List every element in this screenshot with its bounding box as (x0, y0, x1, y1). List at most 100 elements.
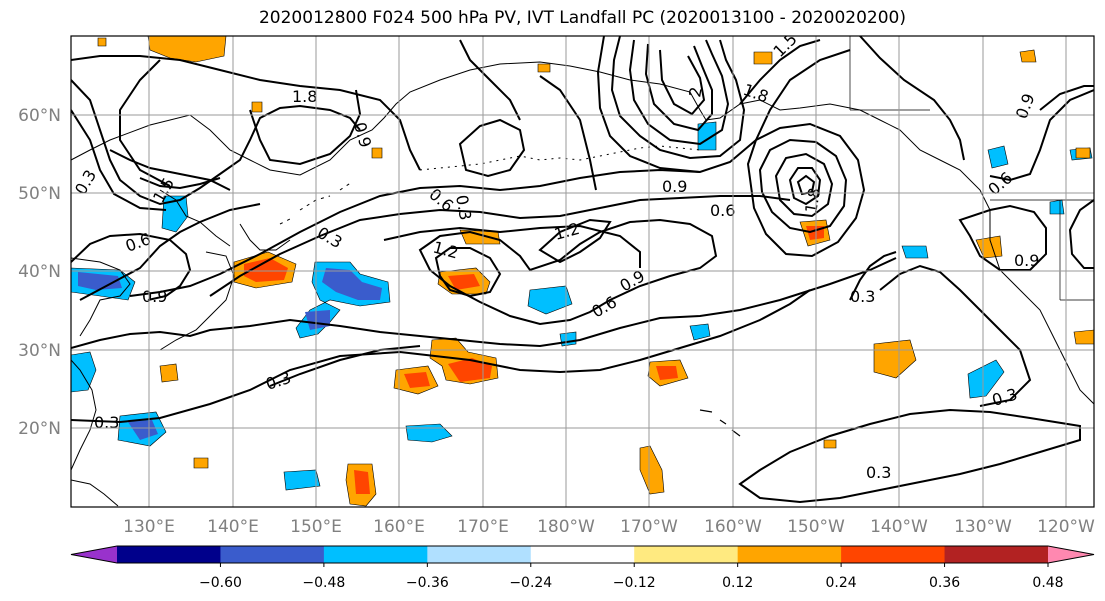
colorbar-segment (530, 546, 635, 563)
coastline (629, 79, 1094, 405)
pv-contours (71, 36, 1094, 504)
coastline (239, 223, 291, 251)
contour-line (739, 39, 821, 105)
coastlines (71, 36, 1094, 507)
graticule (71, 36, 1094, 507)
shade-pos (656, 366, 678, 380)
chart-title: 2020012800 F024 500 hPa PV, IVT Landfall… (258, 8, 906, 28)
colorbar-segment (117, 546, 221, 563)
shade-pos (448, 274, 480, 290)
contour-line (71, 289, 811, 424)
shade-pos (639, 445, 665, 495)
contour-line (459, 39, 521, 121)
contour-label: 0.9 (350, 120, 375, 150)
contour-line (879, 264, 1032, 407)
colorbar-segment (323, 546, 428, 563)
shade-pos (147, 36, 227, 63)
colorbar-segment (220, 546, 325, 563)
shade-pos (193, 457, 209, 469)
colorbar-ticks: −0.60 −0.48 −0.36 −0.24 −0.12 0.12 0.24 0.36 0.4… (199, 563, 1064, 591)
shade-neg (78, 272, 122, 290)
contour-label: 0.3 (850, 287, 875, 306)
contour-label: 0.9 (1012, 91, 1039, 121)
shade-pos (873, 339, 917, 379)
shade-pos (251, 101, 263, 113)
contour-line (434, 247, 502, 298)
contour-line (659, 49, 706, 116)
colorbar-segment (841, 546, 946, 563)
shade-pos (97, 37, 107, 47)
coastline (71, 257, 131, 337)
contour-line (209, 195, 791, 297)
shade-neg (689, 323, 711, 341)
shade-neg (987, 145, 1009, 169)
contour-line (269, 345, 421, 387)
contour-label: 0.3 (94, 413, 119, 432)
colorbar-outline (70, 545, 1095, 564)
coastline (71, 61, 631, 176)
contour-line (71, 109, 167, 211)
colorbar-segment (427, 546, 532, 563)
colorbar-segment (634, 546, 739, 563)
lat-label: 20°N (18, 419, 61, 439)
contour-line (139, 177, 221, 190)
lon-label: 150°W (787, 517, 845, 537)
contour-line (71, 55, 421, 171)
contour-label: 0.3 (452, 193, 475, 221)
map-area: 0.3 0.3 0.3 0.3 0.3 0.3 0.3 0.3 0.6 0.6 … (71, 29, 1094, 507)
contour-line (418, 218, 718, 326)
contour-line (249, 89, 362, 166)
map-frame (70, 35, 1095, 508)
coastline (159, 189, 231, 247)
colorbar-segment (737, 546, 842, 563)
contour-line (71, 257, 897, 349)
contour-line (788, 167, 822, 206)
lat-label: 30°N (18, 341, 61, 361)
shade-pos (159, 363, 179, 383)
colorbar-extend-high (1048, 546, 1094, 563)
lon-label: 140°W (870, 517, 928, 537)
lon-label: 160°W (704, 517, 762, 537)
contour-label: 0.3 (990, 385, 1020, 410)
lon-label: 180°W (537, 517, 595, 537)
colorbar-extend-low (71, 546, 117, 563)
colorbar-tick-label: −0.48 (302, 575, 345, 591)
coastline (71, 359, 97, 471)
lat-label: 40°N (18, 262, 61, 282)
coastline (419, 145, 701, 171)
colorbar-tick-label: −0.24 (509, 575, 552, 591)
contour-label: 0.9 (1014, 251, 1039, 270)
contour-line (129, 168, 701, 297)
contour-label: 1.8 (292, 87, 317, 106)
contour-label: 1.2 (552, 219, 582, 244)
shade-pos (244, 258, 288, 282)
shade-neg (283, 469, 321, 491)
shade-pos (404, 372, 430, 388)
contour-line (958, 204, 1047, 271)
contour-label: 0.3 (866, 463, 891, 482)
lon-label: 170°W (620, 517, 678, 537)
contour-labels: 0.3 0.3 0.3 0.3 0.3 0.3 0.3 0.3 0.6 0.6 … (71, 29, 1039, 482)
shade-pos (1075, 147, 1091, 159)
lon-label: 160°E (373, 517, 425, 537)
contour-label: 1.5 (769, 29, 800, 60)
contour-line (859, 36, 965, 161)
longitude-labels: 130°E 140°E 150°E 160°E 170°E 180°W 170°W 160°W… (123, 517, 1095, 537)
shade-neg (161, 195, 189, 233)
colorbar-tick-label: −0.12 (613, 575, 656, 591)
lon-label: 130°E (123, 517, 175, 537)
lon-label: 150°E (290, 517, 342, 537)
contour-line (989, 89, 1094, 182)
shade-pos (537, 63, 551, 73)
contour-line (746, 122, 866, 258)
contour-line (849, 251, 897, 301)
contour-line (1068, 199, 1094, 269)
shade-neg (967, 359, 1005, 399)
contour-line (596, 36, 851, 174)
lon-label: 130°W (954, 517, 1012, 537)
colorbar-tick-label: 0.24 (826, 575, 857, 591)
shade-pos (1019, 49, 1037, 63)
colorbar-tick-label: 0.36 (929, 575, 960, 591)
contour-label: 0.3 (263, 368, 293, 394)
